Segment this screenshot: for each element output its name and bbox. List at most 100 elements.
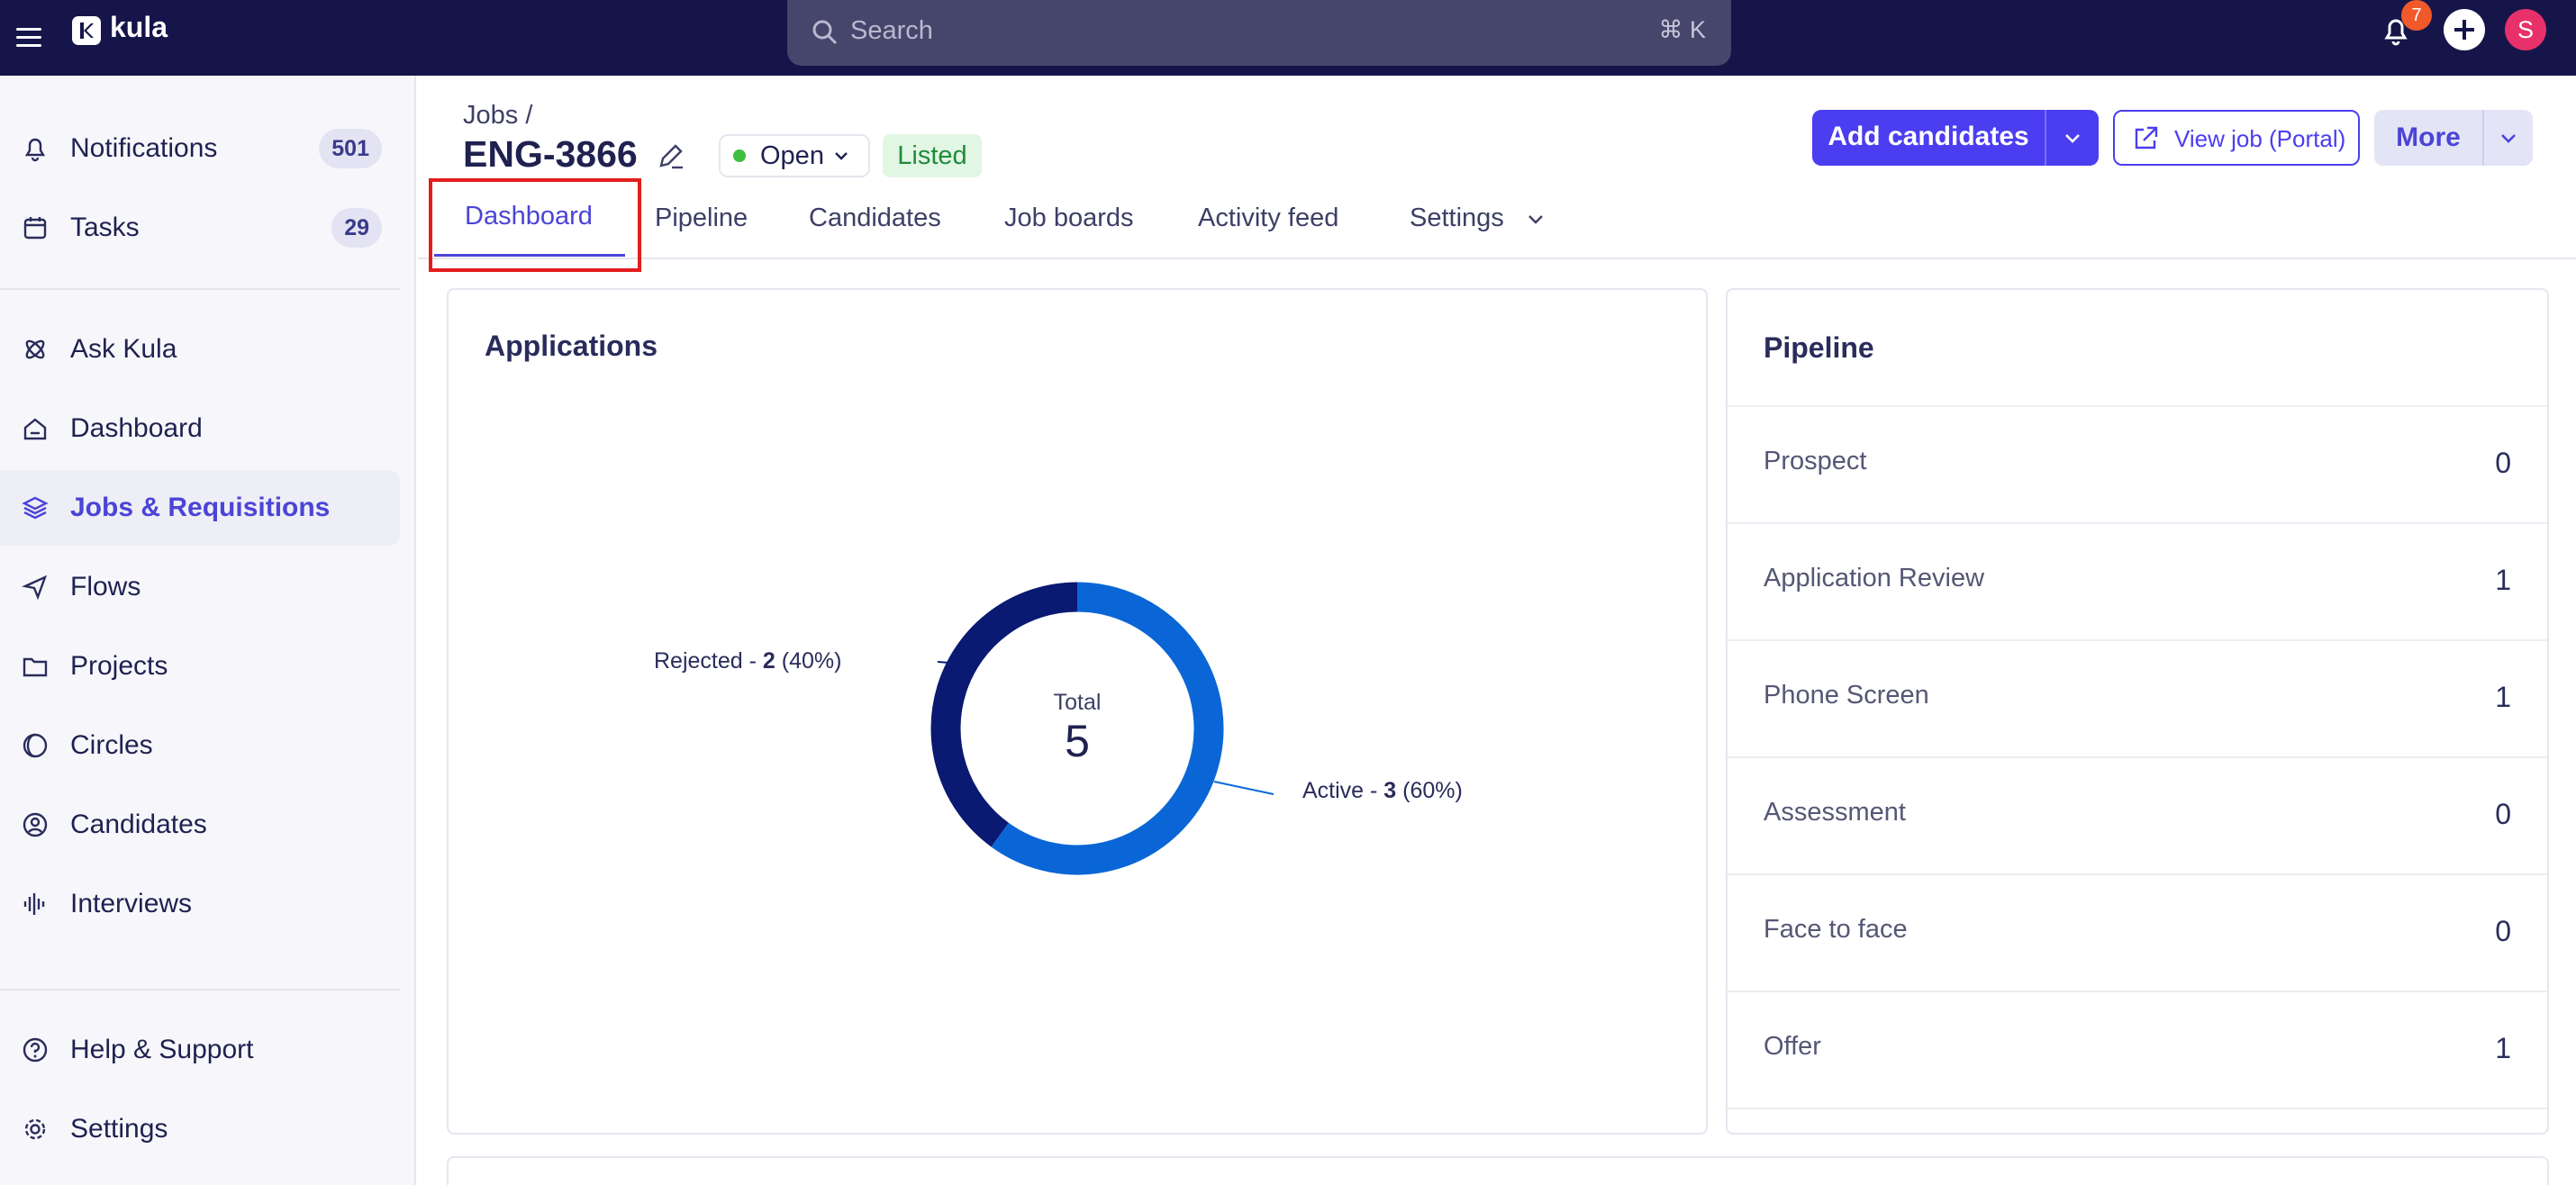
donut-total-value: 5 (1065, 716, 1090, 766)
tab-highlight-box (429, 178, 641, 272)
listed-badge: Listed (883, 134, 982, 177)
tasks-count-badge: 29 (331, 208, 382, 248)
pencil-edit-icon[interactable] (656, 140, 686, 171)
sidebar: Notifications 501 Tasks 29 Ask Kula Dash… (0, 76, 416, 1185)
pipeline-row-divider (1728, 1108, 2547, 1133)
button-separator (2045, 110, 2046, 166)
add-candidates-button[interactable]: Add candidates (1812, 110, 2099, 166)
rejected-data-label: Rejected - 2 (40%) (654, 648, 841, 674)
pipeline-row-assessment[interactable]: Assessment 0 (1728, 756, 2547, 873)
pipeline-card: Pipeline Prospect 0 Application Review 1… (1726, 288, 2549, 1135)
chevron-down-icon (835, 152, 848, 160)
sidebar-item-flows[interactable]: Flows (0, 549, 400, 625)
stage-name: Phone Screen (1764, 681, 1929, 710)
sidebar-item-circles[interactable]: Circles (0, 708, 400, 783)
pipeline-row-application-review[interactable]: Application Review 1 (1728, 522, 2547, 639)
job-tabs (418, 182, 2576, 259)
tab-settings[interactable]: Settings (1410, 204, 1504, 232)
sidebar-item-label: Jobs & Requisitions (70, 493, 331, 522)
stage-count: 0 (2495, 447, 2511, 479)
stage-count: 1 (2495, 681, 2511, 713)
top-bar: kula Search ⌘ K 7 S (0, 0, 2576, 76)
stage-name: Application Review (1764, 564, 1985, 592)
stage-name: Assessment (1764, 798, 1906, 827)
kula-logo-icon[interactable] (72, 16, 101, 45)
job-status-dropdown[interactable]: Open (719, 134, 870, 177)
sidebar-item-settings[interactable]: Settings (0, 1091, 400, 1167)
view-job-portal-button[interactable]: View job (Portal) (2113, 110, 2360, 166)
pipeline-title: Pipeline (1764, 331, 1874, 364)
sidebar-item-jobs-requisitions[interactable]: Jobs & Requisitions (0, 470, 400, 546)
folder-icon (20, 651, 50, 682)
tab-activity-feed[interactable]: Activity feed (1198, 204, 1339, 232)
applications-donut-chart (930, 582, 1274, 875)
sidebar-item-label: Projects (70, 651, 168, 681)
chevron-down-icon[interactable] (2061, 126, 2084, 149)
active-leader-line (1213, 781, 1274, 795)
sidebar-item-label: Settings (70, 1114, 168, 1144)
active-data-label: Active - 3 (60%) (1302, 778, 1463, 804)
applications-card (447, 288, 1708, 1135)
rejected-count: 2 (762, 648, 776, 674)
sidebar-item-dashboard[interactable]: Dashboard (0, 391, 400, 466)
donut-slice-active[interactable] (991, 582, 1224, 875)
sidebar-item-help-support[interactable]: Help & Support (0, 1012, 400, 1088)
circles-icon (20, 730, 50, 761)
applications-title: Applications (485, 330, 658, 362)
gear-icon (20, 1114, 50, 1144)
notifications-count-badge: 501 (319, 129, 382, 168)
stage-name: Offer (1764, 1032, 1821, 1061)
sidebar-item-label: Flows (70, 572, 141, 602)
sidebar-item-label: Circles (70, 730, 153, 760)
hamburger-menu-icon[interactable] (16, 18, 41, 58)
home-icon (20, 413, 50, 444)
add-candidates-label: Add candidates (1828, 122, 2029, 151)
calendar-icon (20, 213, 50, 243)
sidebar-item-interviews[interactable]: Interviews (0, 866, 400, 942)
tab-pipeline[interactable]: Pipeline (655, 204, 748, 232)
more-label: More (2396, 122, 2461, 152)
sidebar-item-label: Candidates (70, 810, 207, 839)
app-logo-text[interactable]: kula (110, 11, 168, 43)
status-dot-icon (733, 149, 746, 162)
sidebar-item-ask-kula[interactable]: Ask Kula (0, 312, 400, 387)
search-bar[interactable]: Search ⌘ K (787, 0, 1731, 66)
stage-name: Face to face (1764, 915, 1908, 944)
page-title: ENG-3866 (463, 133, 638, 175)
sidebar-item-label: Notifications (70, 133, 218, 163)
tab-job-boards[interactable]: Job boards (1004, 204, 1134, 232)
stage-count: 0 (2495, 798, 2511, 830)
sidebar-item-notifications[interactable]: Notifications 501 (0, 111, 400, 186)
sidebar-item-candidates[interactable]: Candidates (0, 787, 400, 863)
stage-count: 1 (2495, 564, 2511, 596)
pipeline-row-face-to-face[interactable]: Face to face 0 (1728, 873, 2547, 991)
tab-candidates[interactable]: Candidates (809, 204, 941, 232)
chevron-down-icon[interactable] (2497, 126, 2520, 149)
sidebar-item-label: Ask Kula (70, 334, 177, 364)
notification-bell-icon[interactable] (2380, 14, 2412, 47)
pipeline-row-prospect[interactable]: Prospect 0 (1728, 405, 2547, 522)
sidebar-item-label: Tasks (70, 213, 140, 242)
active-name: Active - (1302, 778, 1384, 803)
breadcrumb[interactable]: Jobs / (463, 101, 533, 130)
rejected-name: Rejected - (654, 648, 763, 674)
user-circle-icon (20, 810, 50, 840)
layers-icon (20, 493, 50, 523)
stage-count: 1 (2495, 1032, 2511, 1064)
bottom-card (447, 1156, 2549, 1185)
job-status-label: Open (760, 140, 824, 170)
search-shortcut: ⌘ K (1658, 16, 1706, 43)
create-plus-button[interactable] (2444, 9, 2485, 50)
notification-count-badge: 7 (2401, 0, 2432, 31)
user-avatar[interactable]: S (2505, 9, 2546, 50)
tab-dashboard[interactable]: Dashboard (465, 202, 593, 231)
donut-slice-rejected[interactable] (930, 582, 1078, 847)
sidebar-item-tasks[interactable]: Tasks 29 (0, 190, 400, 266)
sidebar-divider (0, 989, 400, 991)
more-button[interactable]: More (2374, 110, 2533, 166)
sidebar-item-label: Help & Support (70, 1035, 254, 1064)
chevron-down-icon[interactable] (1524, 207, 1547, 231)
sidebar-item-projects[interactable]: Projects (0, 629, 400, 704)
pipeline-row-phone-screen[interactable]: Phone Screen 1 (1728, 639, 2547, 756)
pipeline-row-offer[interactable]: Offer 1 (1728, 991, 2547, 1108)
